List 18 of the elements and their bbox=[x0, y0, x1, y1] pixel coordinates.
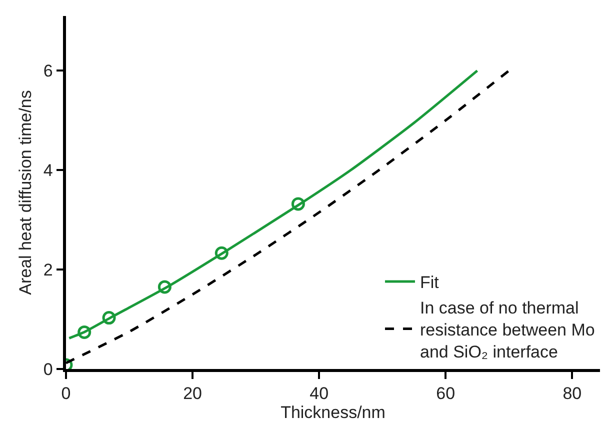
x-tick-label: 60 bbox=[436, 384, 456, 404]
x-tick-label: 20 bbox=[183, 384, 202, 404]
point bbox=[214, 246, 228, 260]
y-axis-title: Areal heat diffusion time/ns bbox=[16, 90, 35, 295]
x-axis-title: Thickness/nm bbox=[280, 403, 386, 422]
point bbox=[78, 325, 92, 339]
point bbox=[102, 311, 116, 325]
y-tick-label: 4 bbox=[43, 161, 53, 180]
x-tick-label: 0 bbox=[61, 384, 71, 404]
y-tick-label: 2 bbox=[43, 260, 53, 280]
y-tick-label: 6 bbox=[43, 62, 53, 81]
point bbox=[291, 197, 305, 211]
legend-label: Fit bbox=[420, 273, 440, 292]
y-tick-label: 0 bbox=[43, 360, 53, 379]
point bbox=[158, 280, 172, 294]
x-tick-label: 80 bbox=[562, 384, 582, 404]
legend-label: In case of no thermal resistance between Mo and SiO₂ interface bbox=[420, 298, 595, 362]
x-tick-label: 40 bbox=[310, 384, 329, 404]
